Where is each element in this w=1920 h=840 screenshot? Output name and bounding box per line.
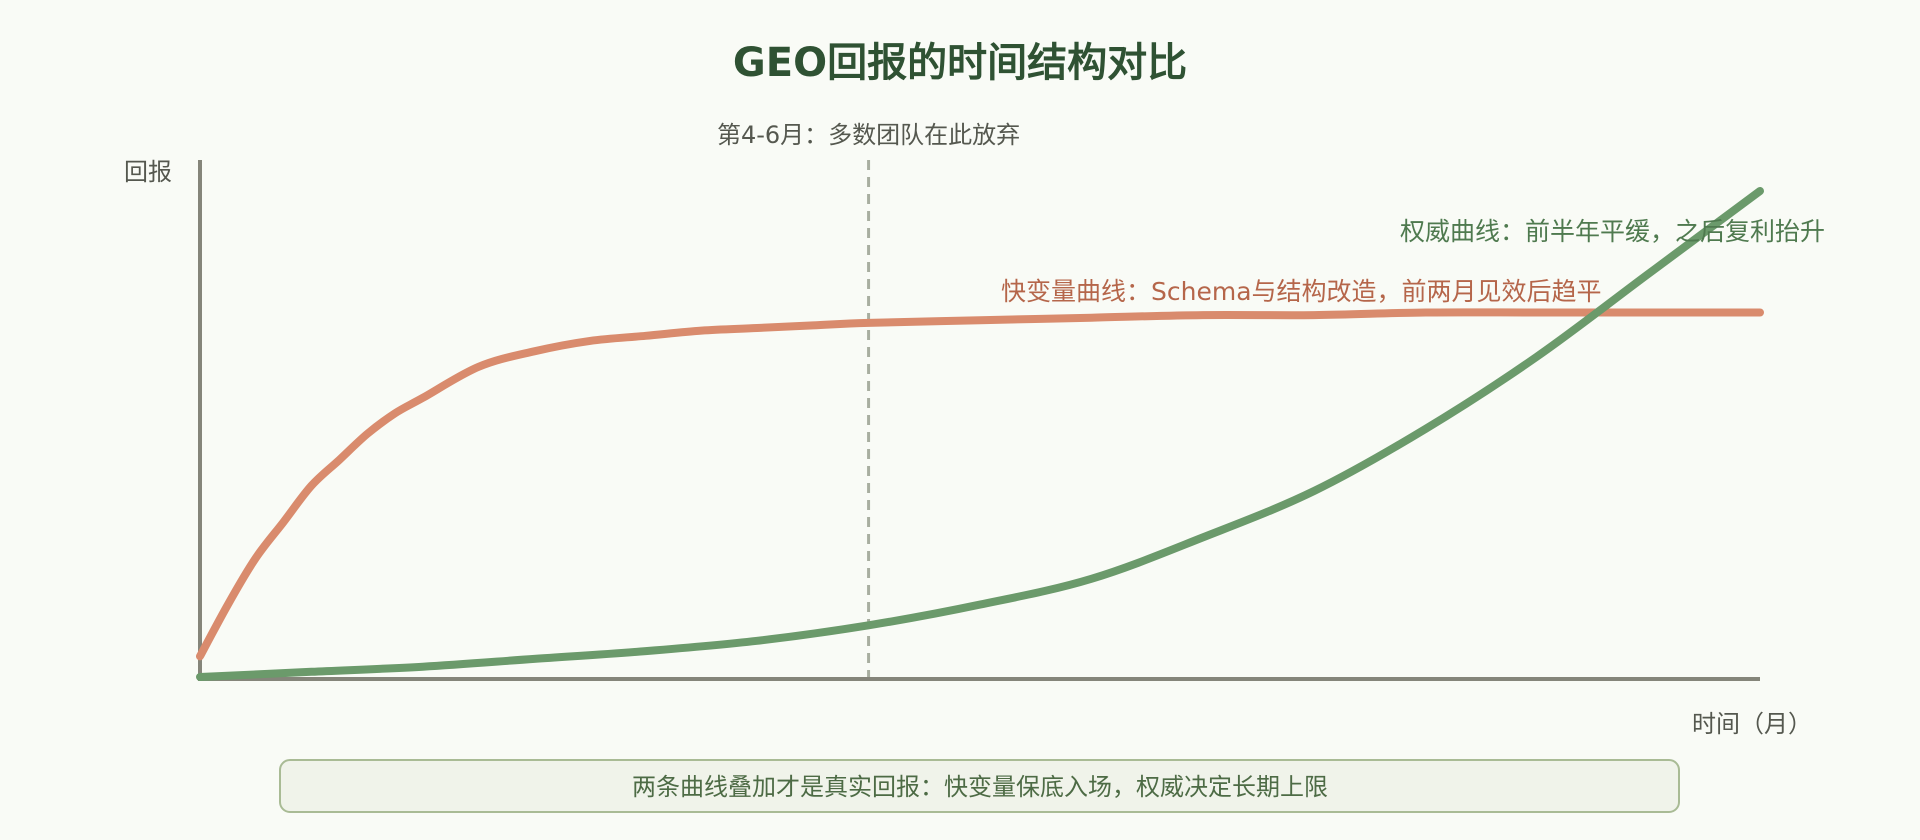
y-axis-label: 回报 <box>124 158 172 186</box>
chart-title: GEO回报的时间结构对比 <box>733 40 1187 86</box>
series-label-fast: 快变量曲线：Schema与结构改造，前两月见效后趋平 <box>1001 277 1602 306</box>
series-layer <box>196 187 1764 681</box>
series-line-authority <box>196 187 1764 681</box>
x-axis-label: 时间（月） <box>1692 710 1812 738</box>
series-line-fast <box>196 308 1764 661</box>
marker-label-0: 第4-6月：多数团队在此放弃 <box>717 121 1020 149</box>
footer-text: 两条曲线叠加才是真实回报：快变量保底入场，权威决定长期上限 <box>632 773 1328 801</box>
series-label-authority: 权威曲线：前半年平缓，之后复利抬升 <box>1400 217 1825 246</box>
annotation-layer: 第4-6月：多数团队在此放弃 <box>717 121 1020 677</box>
footer-box <box>279 759 1680 813</box>
